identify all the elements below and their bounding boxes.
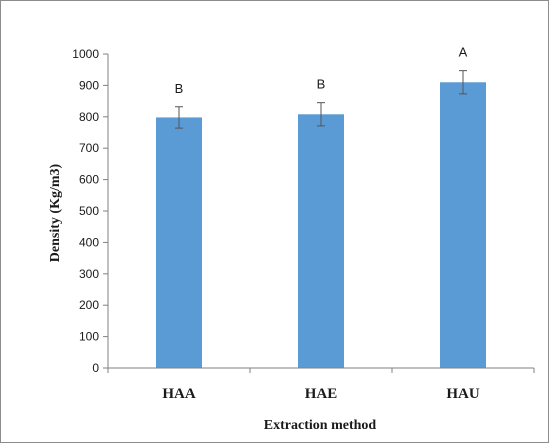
significance-letter: B xyxy=(175,81,184,96)
bars-layer xyxy=(156,82,486,369)
x-axis-title: Extraction method xyxy=(264,418,377,433)
x-category-label: HAE xyxy=(305,386,338,402)
y-tick-label: 1000 xyxy=(72,47,99,61)
y-tick-label: 400 xyxy=(79,235,99,249)
axes-layer xyxy=(103,53,535,373)
x-category-label: HAA xyxy=(162,386,196,402)
y-tick-label: 500 xyxy=(79,204,99,218)
bar-hae xyxy=(298,114,344,369)
y-tick-label: 700 xyxy=(79,141,99,155)
x-category-label: HAU xyxy=(446,386,480,402)
y-tick-label: 900 xyxy=(79,78,99,92)
significance-letter: B xyxy=(317,77,326,92)
error-bars-layer xyxy=(175,70,467,129)
significance-letter: A xyxy=(459,45,468,60)
bar-haa xyxy=(156,117,202,368)
y-tick-label: 0 xyxy=(92,361,99,375)
y-tick-label: 800 xyxy=(79,110,99,124)
y-tick-label: 300 xyxy=(79,267,99,281)
labels-layer: 0 100 200 300 400 500 600 700 800 900 1000 B HAA B HAE… xyxy=(72,45,480,402)
y-tick-label: 200 xyxy=(79,298,99,312)
y-tick-label: 100 xyxy=(79,330,99,344)
y-tick-label: 600 xyxy=(79,173,99,187)
bar-hau xyxy=(440,82,486,368)
y-axis-title: Density (Kg/m3) xyxy=(48,163,63,262)
